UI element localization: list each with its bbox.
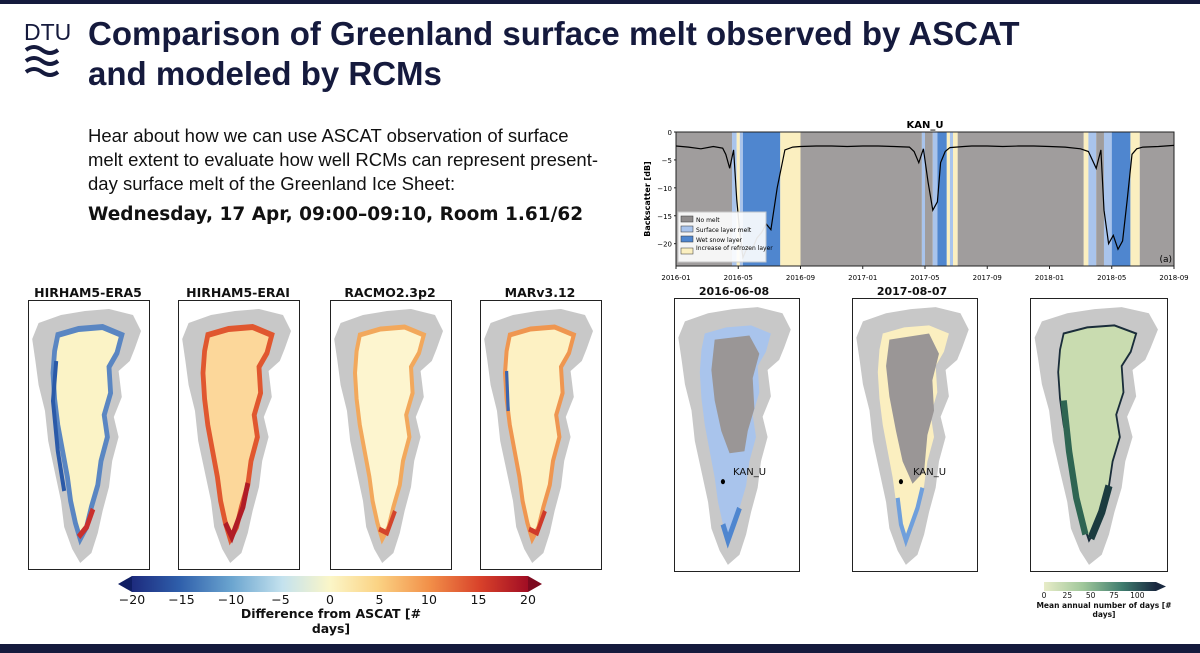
map-title-hirham5-erai: HIRHAM5-ERAI: [186, 285, 290, 300]
legend-swatch-surface-melt: [680, 225, 694, 233]
x-tick-label: 2018-09: [1159, 274, 1188, 282]
melt-band: [1103, 132, 1112, 266]
diff-map-mar: [480, 300, 602, 570]
map-title-racmo: RACMO2.3p2: [344, 285, 436, 300]
bottom-bar: [0, 644, 1200, 653]
logo-text: DTU: [24, 19, 72, 45]
y-tick-label: 0: [668, 129, 672, 137]
chart-title: KAN_U: [907, 120, 944, 131]
session-info: Wednesday, 17 Apr, 09:00–09:10, Room 1.6…: [88, 204, 584, 225]
legend-surface-melt: Surface layer melt: [696, 227, 752, 234]
y-tick-label: −20: [657, 241, 672, 249]
melt-band: [957, 132, 1084, 266]
legend-swatch-refrozen: [680, 247, 694, 255]
melt-band: [780, 132, 801, 266]
title-line-2: and modeled by RCMs: [88, 55, 442, 92]
title-line-1: Comparison of Greenland surface melt obs…: [88, 15, 1020, 52]
diff-colorbar-tick: −20: [118, 592, 146, 607]
x-tick-label: 2016-01: [661, 274, 690, 282]
ascat-map-2017: [852, 298, 978, 572]
difference-colorbar-label: Difference from ASCAT [# days]: [240, 606, 422, 636]
map-title-2016: 2016-06-08: [698, 285, 770, 298]
kan-u-marker: [720, 479, 726, 485]
chart-legend: No melt Surface layer melt Wet snow laye…: [677, 211, 773, 263]
y-axis-ticks: 0 −5 −10 −15 −20: [657, 129, 676, 249]
melt-band: [937, 132, 947, 266]
melt-band: [925, 132, 933, 266]
y-tick-label: −5: [662, 157, 672, 165]
melt-band: [953, 132, 958, 266]
legend-refrozen: Increase of refrozen layer: [696, 245, 773, 252]
melt-band: [946, 132, 950, 266]
legend-swatch-wet-snow: [680, 235, 694, 243]
backscatter-chart: KAN_U 0 −5 −10 −15 −20 2016-01 2016-05 2016-09…: [643, 120, 1189, 282]
kan-u-marker-2017: [898, 479, 904, 485]
melt-band: [1083, 132, 1089, 266]
diff-colorbar-tick: −5: [271, 592, 290, 607]
intro-text: Hear about how we can use ASCAT observat…: [88, 125, 599, 194]
diff-colorbar-tick: 15: [470, 592, 487, 607]
x-tick-label: 2018-05: [1097, 274, 1126, 282]
x-tick-label: 2018-01: [1035, 274, 1064, 282]
panel-label: (a): [1159, 255, 1172, 265]
melt-days-colorbar-label: Mean annual number of days [# days]: [1036, 601, 1172, 619]
melt-band: [1111, 132, 1131, 266]
map-title-hirham5-era5: HIRHAM5-ERA5: [34, 285, 142, 300]
diff-colorbar-tick: 0: [326, 592, 334, 607]
y-tick-label: −10: [657, 185, 672, 193]
colorbar-min-arrow: [118, 576, 132, 592]
melt-band: [949, 132, 954, 266]
x-tick-label: 2017-05: [910, 274, 939, 282]
legend-wet-snow: Wet snow layer: [696, 237, 743, 244]
diff-colorbar-tick: −10: [217, 592, 245, 607]
melt-band: [1139, 132, 1174, 266]
colorbar-max-arrow: [528, 576, 542, 592]
map-title-2017: 2017-08-07: [876, 285, 948, 298]
melt-days-colorbar-tick: 0: [1041, 591, 1047, 600]
legend-no-melt: No melt: [696, 217, 720, 224]
station-label-2016: KAN_U: [733, 467, 767, 478]
ascat-map-2016: [674, 298, 800, 572]
difference-colorbar: [118, 576, 542, 592]
y-tick-label: −15: [657, 213, 672, 221]
melt-days-colorbar-tick: 25: [1062, 591, 1073, 600]
melt-band: [921, 132, 925, 266]
x-tick-label: 2017-01: [848, 274, 877, 282]
diff-colorbar-tick: −15: [168, 592, 195, 607]
melt-days-colorbar-tick: 75: [1109, 591, 1119, 600]
map-title-mar: MARv3.12: [504, 285, 576, 300]
legend-swatch-no-melt: [680, 215, 694, 223]
top-bar: [0, 0, 1200, 4]
mean-melt-days-map: [1030, 298, 1168, 572]
dtu-logo: DTU: [24, 19, 72, 85]
diff-map-hirham5-erai: [178, 300, 300, 570]
diff-colorbar-tick: 10: [421, 592, 437, 607]
x-tick-label: 2017-09: [973, 274, 1002, 282]
diff-colorbar-tick: 5: [375, 592, 384, 607]
diff-map-hirham5-era5: [28, 300, 150, 570]
station-label-2017: KAN_U: [913, 467, 947, 478]
melt-days-colorbar-tick: 100: [1130, 591, 1145, 600]
melt-classification-bands: [676, 132, 1174, 266]
page-title: Comparison of Greenland surface melt obs…: [88, 14, 1148, 94]
melt-band: [739, 132, 743, 266]
melt-band: [1130, 132, 1140, 266]
diff-map-racmo: [330, 300, 452, 570]
melt-band: [932, 132, 938, 266]
melt-days-colorbar-tick: 50: [1085, 591, 1096, 600]
diff-colorbar-tick: 20: [520, 592, 536, 607]
melt-band: [1096, 132, 1104, 266]
x-tick-label: 2016-05: [724, 274, 753, 282]
melt-band: [1088, 132, 1097, 266]
x-axis-ticks: 2016-01 2016-05 2016-09 2017-01 2017-05 2017-…: [661, 266, 1189, 282]
melt-band: [736, 132, 740, 266]
colorbar-gradient: [132, 576, 528, 592]
x-tick-label: 2016-09: [786, 274, 815, 282]
melt-band: [732, 132, 737, 266]
melt-days-colorbar: [1044, 582, 1166, 591]
dtu-waves-icon: [24, 45, 60, 77]
y-axis-label: Backscatter [dB]: [643, 161, 652, 236]
melt-band: [800, 132, 922, 266]
